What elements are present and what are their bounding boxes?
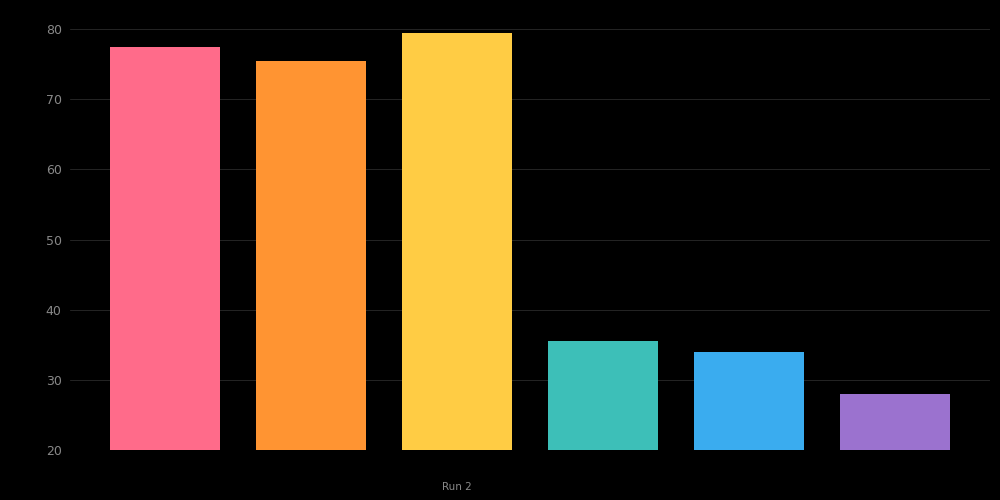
- Bar: [256, 60, 366, 500]
- Bar: [840, 394, 950, 500]
- Text: Run 2: Run 2: [442, 482, 472, 492]
- Bar: [548, 341, 658, 500]
- Bar: [694, 352, 804, 500]
- Bar: [402, 32, 512, 500]
- Bar: [110, 46, 220, 500]
